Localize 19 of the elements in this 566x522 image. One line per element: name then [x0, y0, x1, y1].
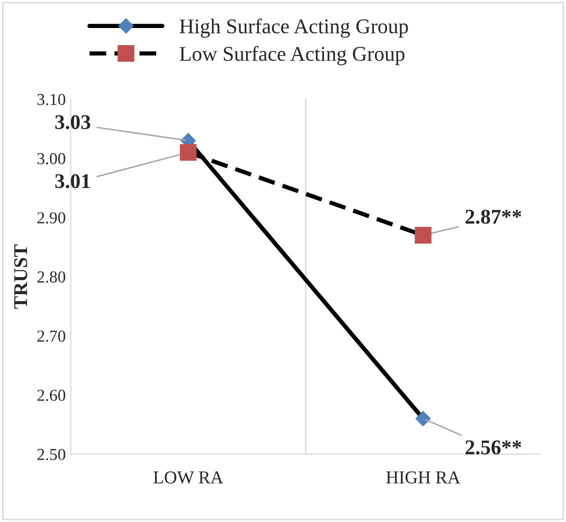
legend-label: High Surface Acting Group	[180, 18, 408, 38]
y-tick-label: 3.10	[38, 94, 66, 106]
x-tick-label: LOW RA	[154, 471, 224, 484]
point	[180, 144, 197, 161]
y-tick-label: 2.50	[37, 448, 66, 460]
y-axis-title: TRUST	[14, 244, 28, 309]
x-tick-label: HIGH RA	[386, 471, 460, 484]
data-label: 3.03	[55, 115, 90, 130]
y-tick-label: 3.00	[38, 153, 66, 164]
y-tick-label: 2.70	[37, 330, 66, 342]
data-label: 2.87**	[466, 210, 522, 224]
legend-label: Low Surface Acting Group	[180, 46, 404, 66]
point	[414, 226, 432, 244]
y-tick-label: 2.90	[37, 212, 66, 224]
y-tick-label: 2.60	[37, 390, 66, 401]
data-label: 2.56**	[466, 440, 522, 455]
data-label: 3.01	[55, 174, 90, 188]
y-tick-label: 2.80	[37, 271, 66, 283]
point	[416, 411, 431, 426]
